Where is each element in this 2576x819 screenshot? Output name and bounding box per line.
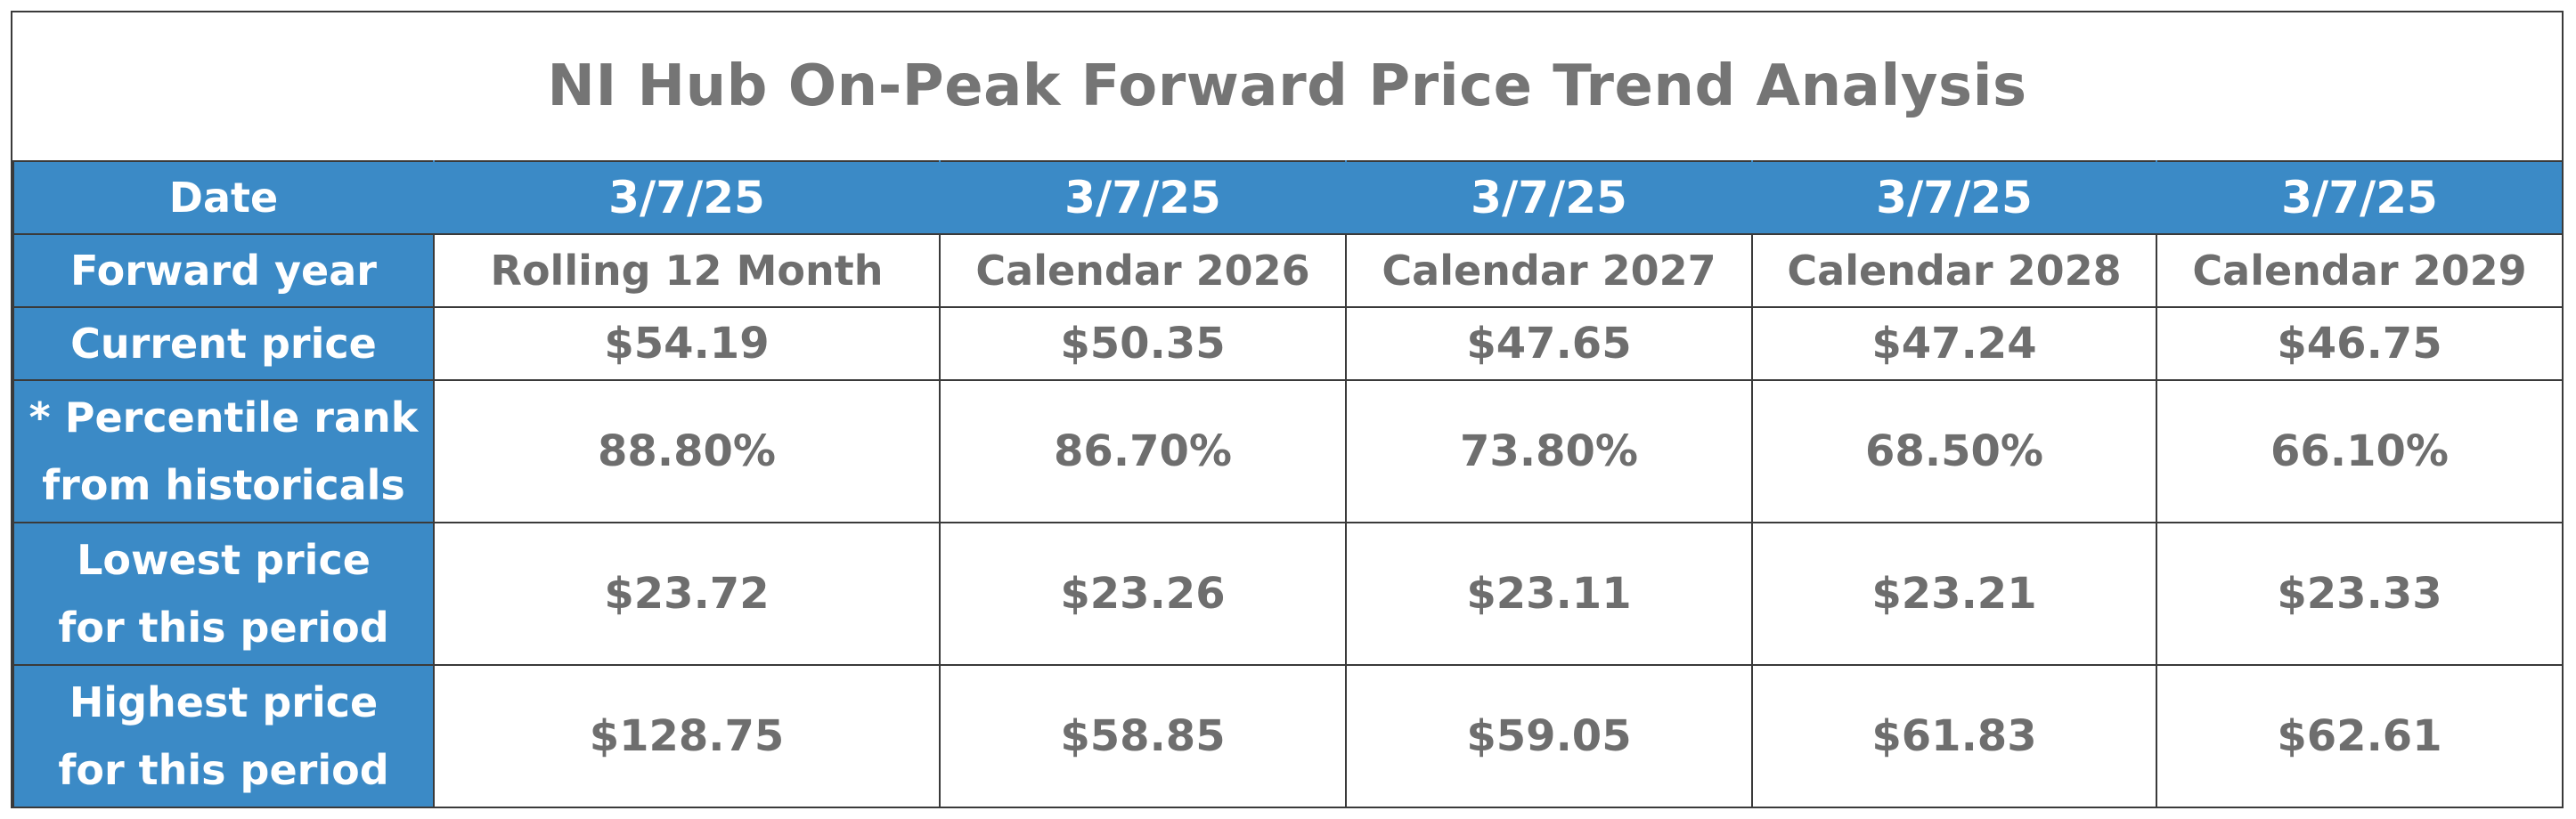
lowest-price-row: Lowest price for this period $23.72 $23.… <box>12 522 2564 666</box>
lowest-price-cell: $23.26 <box>939 522 1347 666</box>
highest-price-cell: $61.83 <box>1751 664 2157 808</box>
highest-price-cell: $59.05 <box>1345 664 1753 808</box>
date-cell: 3/7/25 <box>939 160 1347 235</box>
forward-year-cell: Calendar 2027 <box>1345 233 1753 308</box>
current-price-cell: $46.75 <box>2156 306 2564 381</box>
row-header-line: Lowest price <box>77 536 371 584</box>
row-header-line: from historicals <box>42 461 405 509</box>
date-cell: 3/7/25 <box>1345 160 1753 235</box>
date-row: Date 3/7/25 3/7/25 3/7/25 3/7/25 3/7/25 <box>12 160 2564 235</box>
date-cell: 3/7/25 <box>1751 160 2157 235</box>
date-cell: 3/7/25 <box>433 160 941 235</box>
table-title: NI Hub On-Peak Forward Price Trend Analy… <box>547 53 2027 119</box>
lowest-price-cell: $23.11 <box>1345 522 1753 666</box>
forward-year-cell: Calendar 2028 <box>1751 233 2157 308</box>
current-price-cell: $54.19 <box>433 306 941 381</box>
percentile-rank-cell: 86.70% <box>939 379 1347 523</box>
row-header-line: * Percentile rank <box>29 393 419 442</box>
row-header-percentile-rank: * Percentile rank from historicals <box>12 379 435 523</box>
percentile-rank-cell: 73.80% <box>1345 379 1753 523</box>
percentile-rank-cell: 66.10% <box>2156 379 2564 523</box>
highest-price-cell: $62.61 <box>2156 664 2564 808</box>
row-header-lowest-price: Lowest price for this period <box>12 522 435 666</box>
forward-year-cell: Rolling 12 Month <box>433 233 941 308</box>
current-price-cell: $47.24 <box>1751 306 2157 381</box>
forward-price-table: Date 3/7/25 3/7/25 3/7/25 3/7/25 3/7/25 … <box>12 160 2564 808</box>
forward-year-row: Forward year Rolling 12 Month Calendar 2… <box>12 233 2564 308</box>
percentile-rank-cell: 68.50% <box>1751 379 2157 523</box>
row-header-current-price: Current price <box>12 306 435 381</box>
highest-price-row: Highest price for this period $128.75 $5… <box>12 664 2564 808</box>
lowest-price-cell: $23.21 <box>1751 522 2157 666</box>
row-header-highest-price: Highest price for this period <box>12 664 435 808</box>
percentile-rank-row: * Percentile rank from historicals 88.80… <box>12 379 2564 523</box>
current-price-row: Current price $54.19 $50.35 $47.65 $47.2… <box>12 306 2564 381</box>
forward-year-cell: Calendar 2029 <box>2156 233 2564 308</box>
percentile-rank-cell: 88.80% <box>433 379 941 523</box>
row-header-line: Highest price <box>69 678 379 726</box>
row-header-forward-year: Forward year <box>12 233 435 308</box>
lowest-price-cell: $23.33 <box>2156 522 2564 666</box>
forward-year-cell: Calendar 2026 <box>939 233 1347 308</box>
current-price-cell: $50.35 <box>939 306 1347 381</box>
row-header-line: for this period <box>58 604 389 652</box>
row-header-date: Date <box>12 160 435 235</box>
date-cell: 3/7/25 <box>2156 160 2564 235</box>
highest-price-cell: $58.85 <box>939 664 1347 808</box>
price-table-frame: NI Hub On-Peak Forward Price Trend Analy… <box>11 11 2564 808</box>
row-header-line: for this period <box>58 746 389 794</box>
highest-price-cell: $128.75 <box>433 664 941 808</box>
current-price-cell: $47.65 <box>1345 306 1753 381</box>
lowest-price-cell: $23.72 <box>433 522 941 666</box>
